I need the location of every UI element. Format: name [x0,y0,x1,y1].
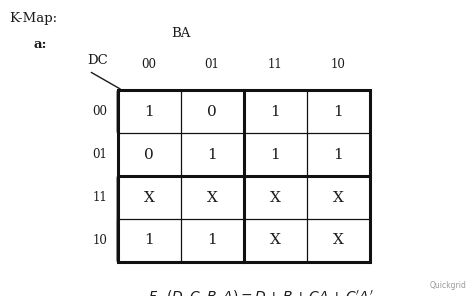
Text: 1: 1 [144,105,154,119]
Text: 10: 10 [331,58,346,71]
Text: Quickgrid: Quickgrid [430,281,467,290]
Text: 11: 11 [92,191,107,204]
Text: 01: 01 [92,148,107,161]
Text: K-Map:: K-Map: [9,12,58,25]
Text: 10: 10 [92,234,107,247]
Text: 11: 11 [268,58,283,71]
Text: X: X [333,191,344,205]
Text: $F_a$: $F_a$ [148,289,164,296]
Text: 1: 1 [333,148,343,162]
Text: 1: 1 [333,105,343,119]
Text: $(D,C,B,A) = D + B + CA + C'A'$: $(D,C,B,A) = D + B + CA + C'A'$ [166,289,374,296]
Text: 1: 1 [207,234,217,247]
Text: 01: 01 [205,58,219,71]
Text: 00: 00 [92,105,107,118]
Text: 0: 0 [144,148,154,162]
Text: 00: 00 [142,58,156,71]
Text: X: X [207,191,218,205]
Text: X: X [270,191,281,205]
Bar [118,90,370,262]
Text: 1: 1 [144,234,154,247]
Text: X: X [270,234,281,247]
Text: a:: a: [33,38,46,52]
Text: 1: 1 [270,148,280,162]
Text: DC: DC [87,54,108,67]
Text: 1: 1 [207,148,217,162]
Text: BA: BA [171,27,190,40]
Bar [118,90,370,262]
Text: X: X [333,234,344,247]
Text: 1: 1 [270,105,280,119]
Text: 0: 0 [207,105,217,119]
Text: X: X [144,191,155,205]
